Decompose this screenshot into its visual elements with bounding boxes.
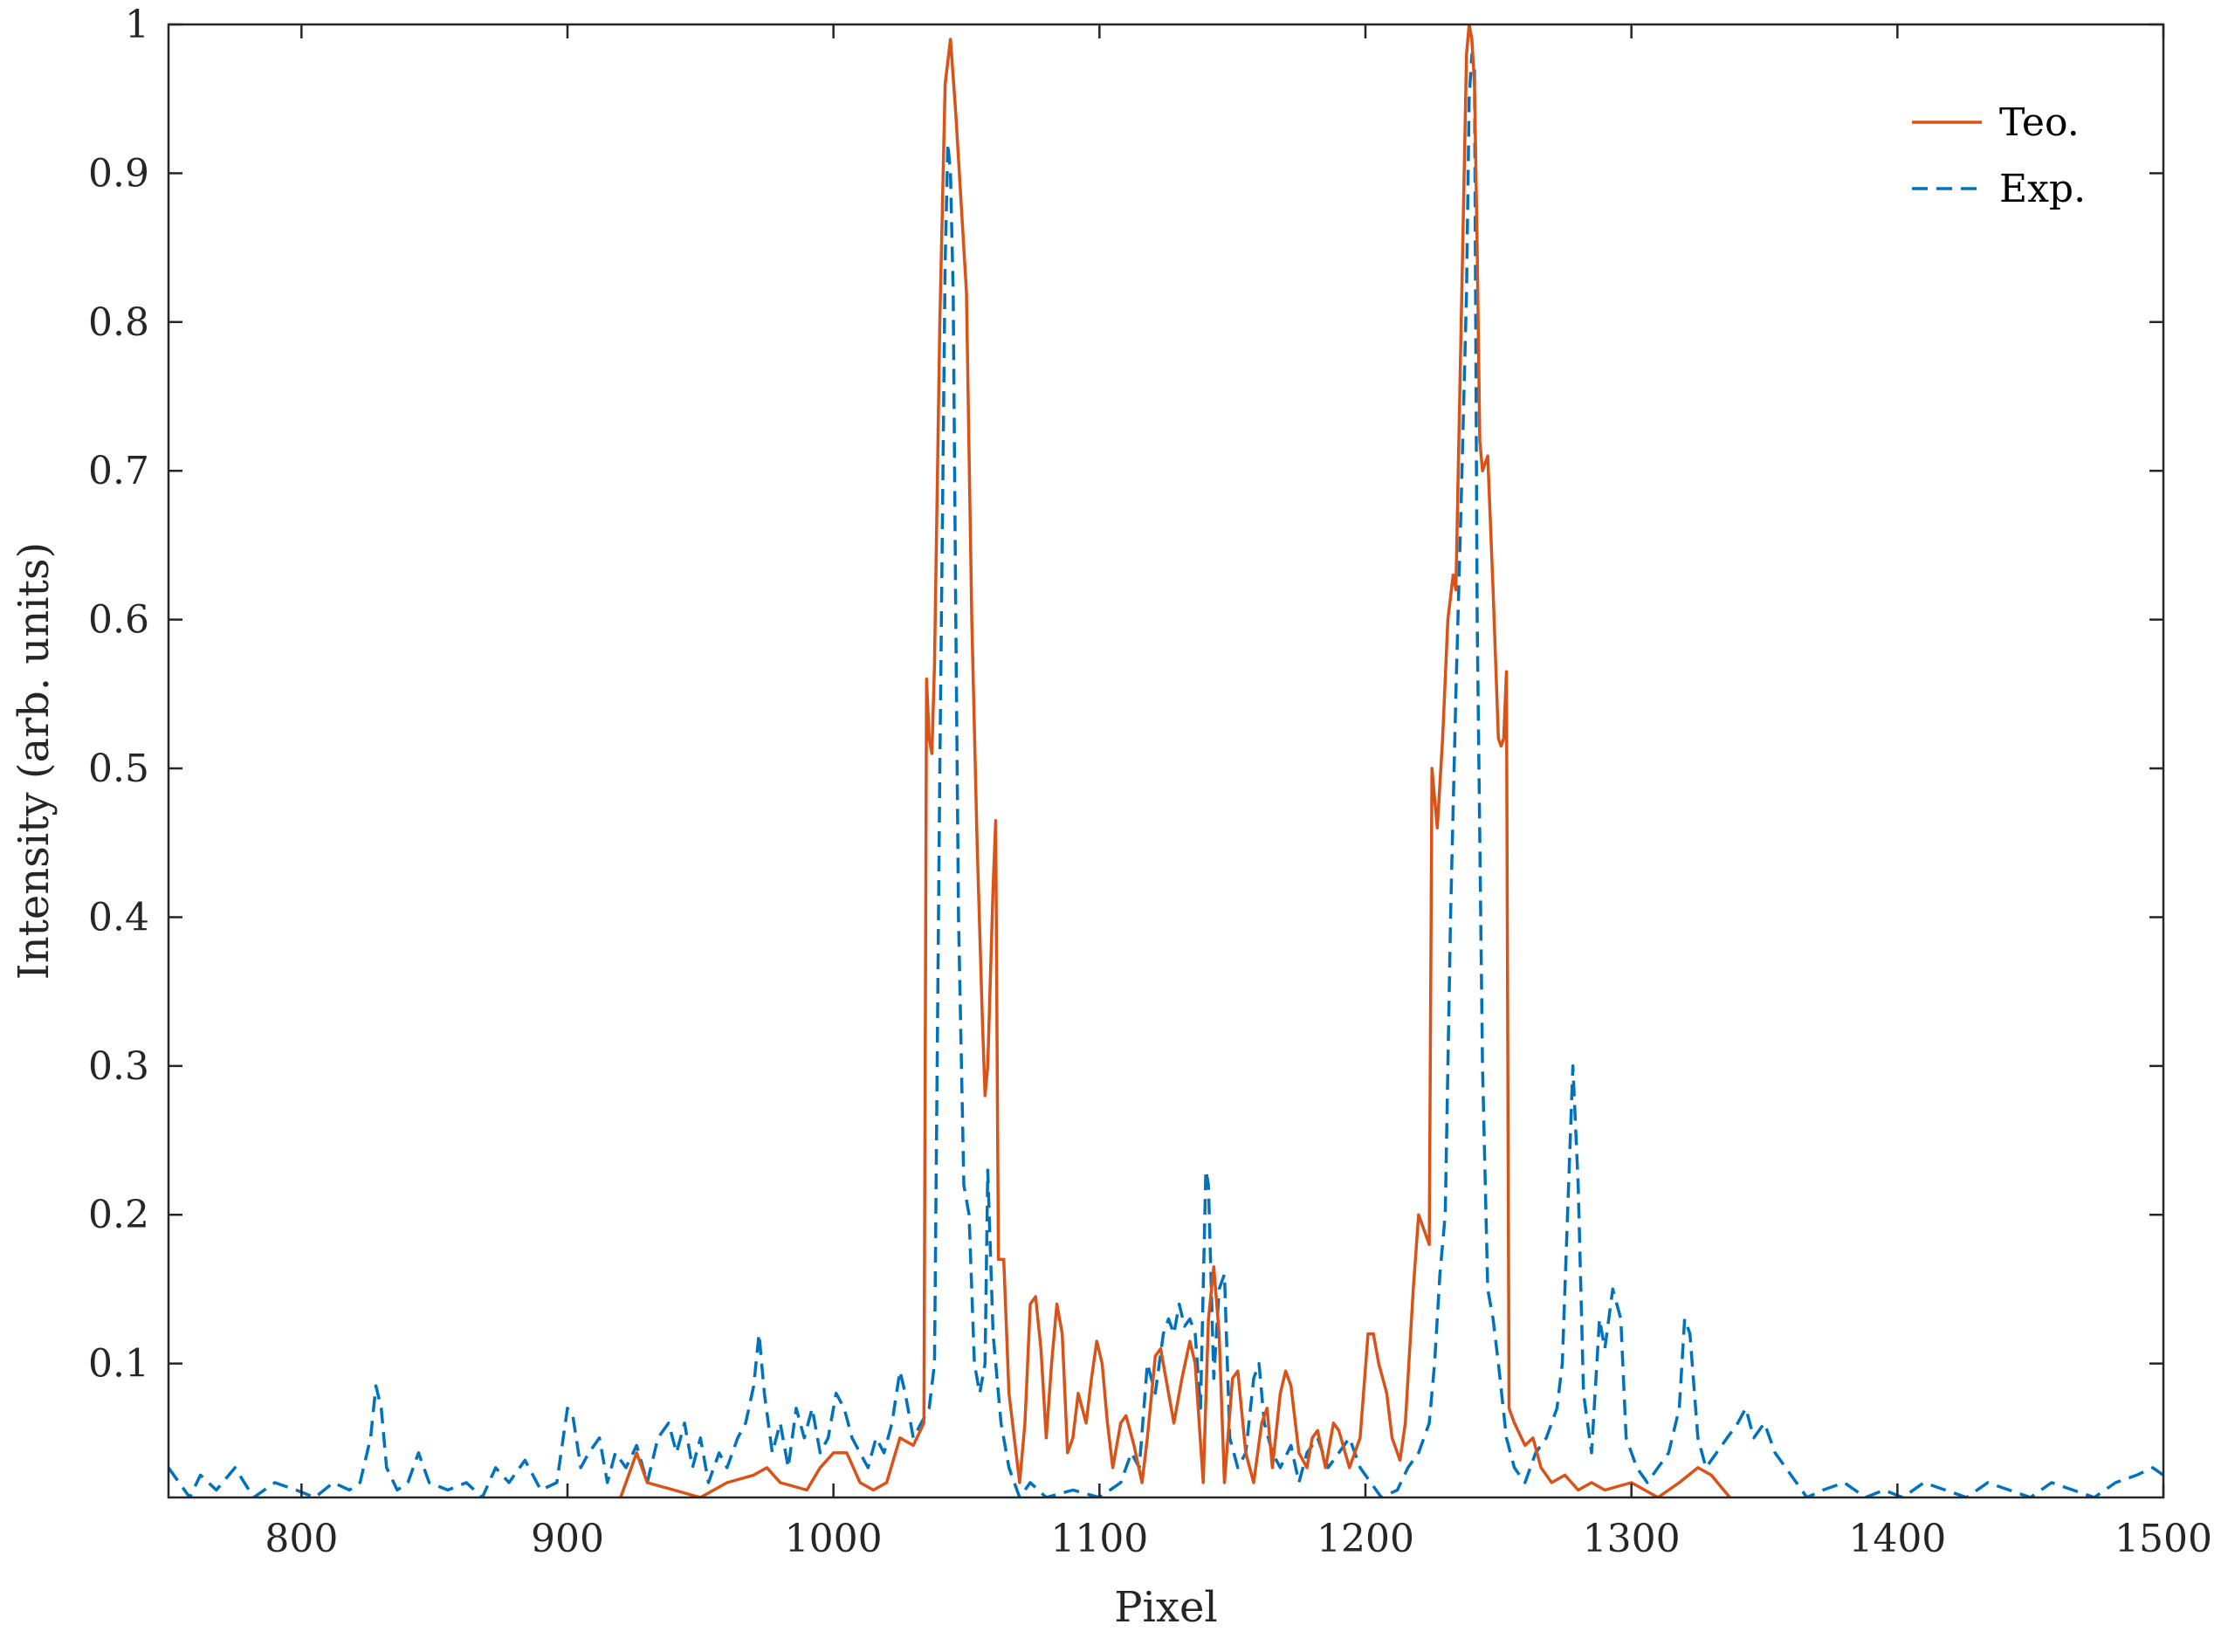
legend-label-exp: Exp. [1999,167,2086,211]
y-tick-label: 0.6 [88,598,149,643]
y-axis-label: Intensity (arb. units) [10,542,58,981]
legend: Teo. Exp. [1912,100,2086,211]
y-tick-label: 0.9 [88,151,149,196]
series-layer [168,24,2163,1497]
x-tick-label: 1200 [1317,1517,1414,1561]
y-tick-label: 0.7 [88,449,149,493]
x-tick-label: 1500 [2115,1517,2212,1561]
legend-label-teo: Teo. [1999,100,2080,145]
x-tick-label: 1100 [1050,1517,1148,1561]
y-tick-label: 0.1 [88,1342,149,1387]
x-tick-label: 800 [265,1517,338,1561]
y-tick-label: 0.8 [88,300,149,345]
y-tick-label: 1 [125,3,149,47]
axes-box [167,23,2165,1499]
series-line-exp [168,52,2163,1497]
series-line-teo [619,24,1731,1497]
plot-area [167,23,2165,1499]
x-tick-label: 1400 [1848,1517,1946,1561]
y-tick-label: 0.4 [88,895,149,940]
y-tick-label: 0.2 [88,1193,149,1237]
x-tick-label: 1300 [1583,1517,1681,1561]
y-tick-label: 0.3 [88,1044,149,1089]
y-axis: 0.1 0.2 0.3 0.4 0.5 0.6 0.7 0.8 0.9 1 [88,3,2163,1387]
x-tick-label: 900 [531,1517,604,1561]
legend-item-exp: Exp. [1912,167,2086,211]
legend-item-teo: Teo. [1912,100,2080,145]
x-tick-label: 1000 [785,1517,883,1561]
x-axis: 800 900 1000 1100 1200 1300 1400 1500 [265,24,2212,1561]
y-tick-label: 0.5 [88,747,149,791]
x-axis-label: Pixel [1114,1583,1217,1632]
